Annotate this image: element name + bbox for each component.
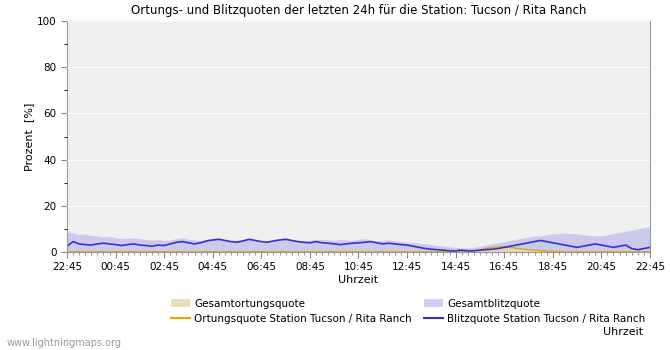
Legend: Gesamtortungsquote, Ortungsquote Station Tucson / Rita Ranch, Gesamtblitzquote, : Gesamtortungsquote, Ortungsquote Station…: [172, 299, 645, 324]
Text: www.lightningmaps.org: www.lightningmaps.org: [7, 338, 122, 348]
Title: Ortungs- und Blitzquoten der letzten 24h für die Station: Tucson / Rita Ranch: Ortungs- und Blitzquoten der letzten 24h…: [131, 4, 586, 17]
X-axis label: Uhrzeit: Uhrzeit: [338, 275, 379, 285]
Y-axis label: Prozent  [%]: Prozent [%]: [24, 102, 34, 171]
Text: Uhrzeit: Uhrzeit: [603, 327, 643, 337]
